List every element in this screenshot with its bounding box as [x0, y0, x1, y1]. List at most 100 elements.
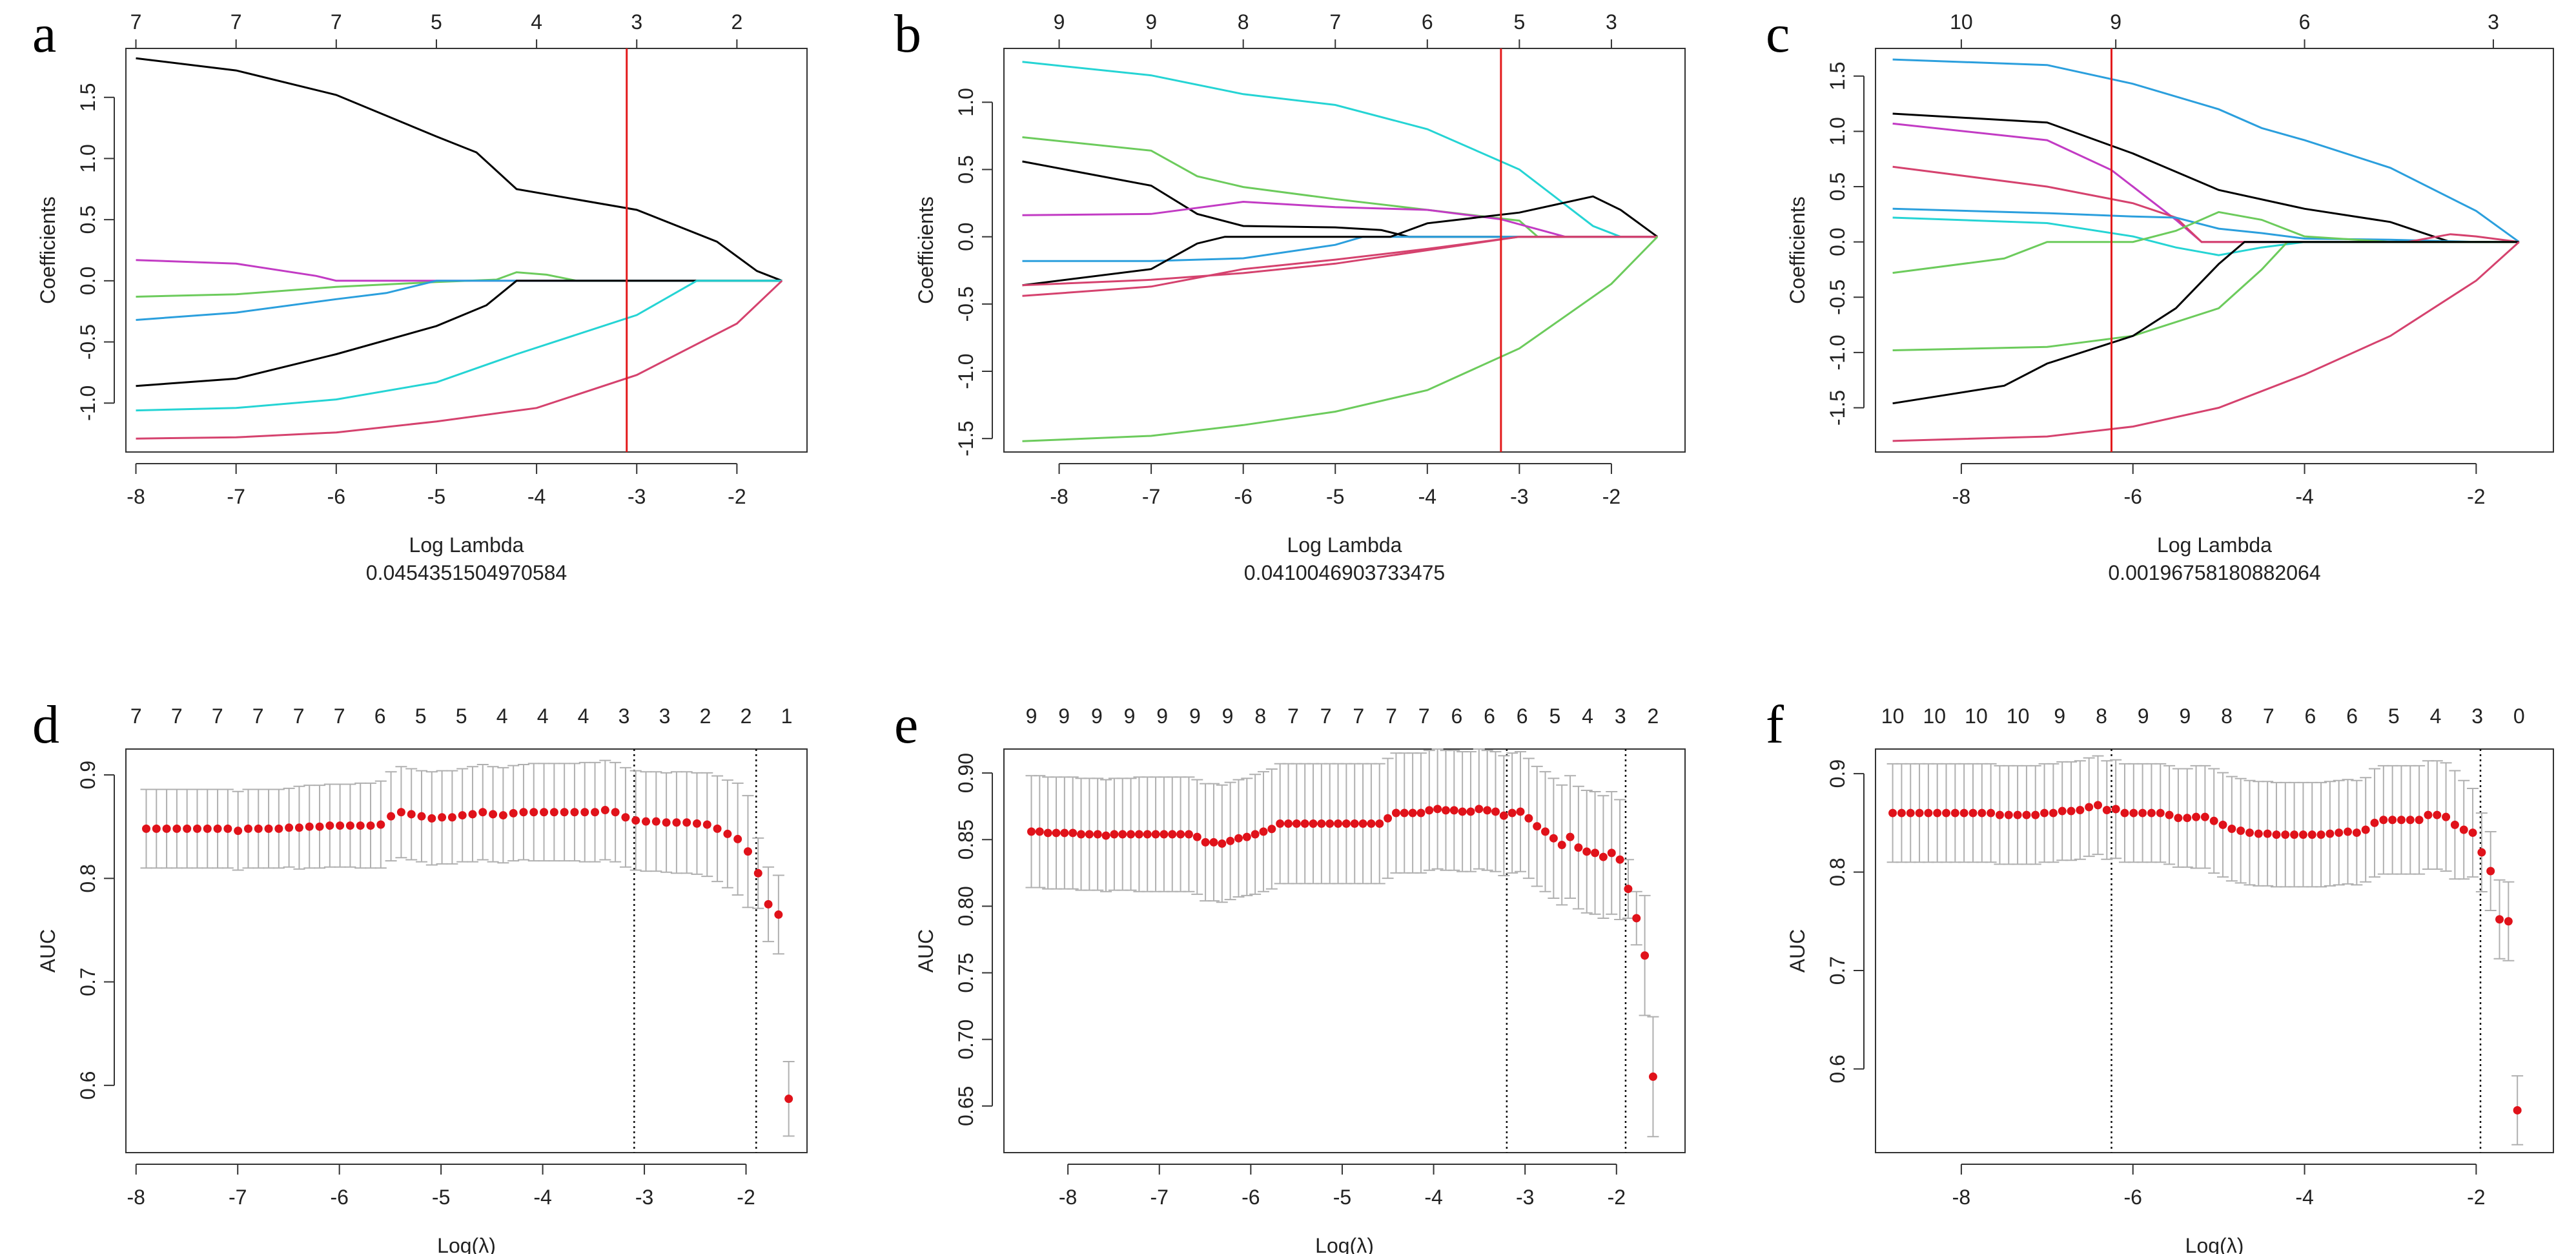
- x-tick-label: -3: [1516, 1186, 1534, 1209]
- auc-point: [376, 820, 385, 829]
- auc-point: [1375, 819, 1384, 828]
- auc-point: [2076, 806, 2085, 815]
- top-df-label: 9: [1054, 10, 1065, 34]
- top-df-label: 5: [456, 704, 467, 728]
- auc-point: [753, 869, 762, 878]
- panel-a: a -8 -7 -6 -5 -4 -3 -2 -1.0 -0.5 0.0 0.5 1.0 1.5 Coeff…: [32, 4, 808, 584]
- auc-point: [2450, 820, 2459, 829]
- auc-point: [2379, 816, 2388, 825]
- x-tick-label: -6: [2124, 1186, 2142, 1209]
- auc-point: [1475, 805, 1484, 814]
- auc-point: [1549, 834, 1558, 843]
- y-tick-label: 0.9: [76, 761, 99, 789]
- x-tick-label: -4: [527, 485, 546, 508]
- top-df-label: 2: [741, 704, 752, 728]
- top-df-label: 6: [2305, 704, 2316, 728]
- auc-point: [2424, 810, 2433, 819]
- x-tick-label: -8: [1059, 1186, 1077, 1209]
- x-axis-title: Log(λ): [1315, 1234, 1374, 1254]
- auc-point: [2174, 814, 2183, 823]
- auc-point: [1176, 830, 1185, 839]
- auc-point: [682, 818, 691, 827]
- auc-point: [1060, 828, 1069, 838]
- auc-point: [2335, 828, 2344, 838]
- auc-point: [2307, 830, 2316, 839]
- top-df-label: 4: [496, 704, 508, 728]
- top-df-label: 4: [531, 10, 542, 34]
- auc-point: [1334, 819, 1343, 828]
- top-df-label: 2: [700, 704, 711, 728]
- y-tick-label: 1.0: [1826, 117, 1849, 145]
- auc-point: [509, 808, 518, 817]
- top-df-label: 10: [1923, 704, 1946, 728]
- auc-point: [336, 821, 345, 830]
- y-tick-label: -1.5: [1826, 390, 1849, 426]
- auc-point: [213, 824, 222, 833]
- x-tick-label: -6: [327, 485, 345, 508]
- auc-point: [702, 820, 711, 829]
- auc-point: [264, 824, 273, 833]
- y-tick-label: -1.0: [1826, 334, 1849, 370]
- x-tick-label: -3: [635, 1186, 653, 1209]
- auc-point: [417, 812, 426, 821]
- top-df-label: 8: [2096, 704, 2107, 728]
- auc-point: [2272, 830, 2281, 839]
- auc-point: [489, 810, 498, 819]
- auc-point: [162, 824, 171, 833]
- x-tick-label: -3: [1510, 485, 1528, 508]
- top-df-label: 9: [2179, 704, 2191, 728]
- top-df-label: 9: [1124, 704, 1136, 728]
- auc-point: [2102, 806, 2111, 815]
- auc-point: [692, 819, 701, 828]
- top-df-label: 6: [374, 704, 386, 728]
- auc-point: [1615, 855, 1624, 864]
- x-tick-label: -3: [628, 485, 646, 508]
- auc-point: [2058, 807, 2067, 816]
- auc-point: [1367, 819, 1376, 828]
- auc-point: [1632, 914, 1641, 923]
- auc-point: [1325, 819, 1334, 828]
- auc-point: [1978, 808, 1987, 817]
- top-df-label: 9: [1189, 704, 1201, 728]
- top-df-label: 10: [2007, 704, 2030, 728]
- top-df-label: 6: [2346, 704, 2358, 728]
- auc-point: [1077, 830, 1086, 839]
- auc-point: [1242, 832, 1251, 841]
- top-df-label: 7: [212, 704, 223, 728]
- y-tick-label: 0.8: [1826, 858, 1849, 886]
- panel-letter: f: [1766, 695, 1784, 755]
- coef-path-var8: [2407, 233, 2519, 243]
- auc-point: [192, 824, 201, 833]
- coef-path-var5: [1892, 207, 2519, 243]
- auc-point: [141, 824, 150, 833]
- auc-point: [529, 808, 538, 817]
- top-df-label: 9: [2110, 10, 2121, 34]
- x-tick-label: -4: [1418, 485, 1436, 508]
- x-tick-label: -5: [432, 1186, 450, 1209]
- auc-point: [427, 814, 436, 823]
- auc-point: [274, 824, 283, 833]
- auc-point: [2031, 810, 2040, 819]
- x-axis-title: Log Lambda: [2157, 533, 2272, 557]
- auc-point: [1093, 830, 1102, 839]
- auc-point: [243, 824, 252, 833]
- top-df-label: 10: [1881, 704, 1905, 728]
- panel-letter: e: [894, 695, 918, 755]
- x-tick-label: -7: [1150, 1186, 1169, 1209]
- top-df-label: 7: [331, 10, 342, 34]
- auc-point: [1192, 832, 1201, 841]
- plot-frame: [1875, 48, 2554, 453]
- y-tick-label: 0.9: [1826, 759, 1849, 788]
- top-df-label: 5: [431, 10, 442, 34]
- top-df-label: 7: [1287, 704, 1299, 728]
- top-df-label: 7: [1353, 704, 1364, 728]
- coef-path-var3: [1022, 160, 1658, 238]
- coef-path-var6: [1892, 216, 2519, 256]
- auc-point: [1449, 806, 1458, 815]
- auc-point: [2486, 867, 2495, 876]
- y-tick-label: 1.0: [76, 144, 99, 172]
- auc-point: [2227, 824, 2236, 833]
- auc-point: [1582, 847, 1591, 856]
- x-axis-title: Log(λ): [437, 1234, 496, 1254]
- top-df-label: 7: [1329, 10, 1341, 34]
